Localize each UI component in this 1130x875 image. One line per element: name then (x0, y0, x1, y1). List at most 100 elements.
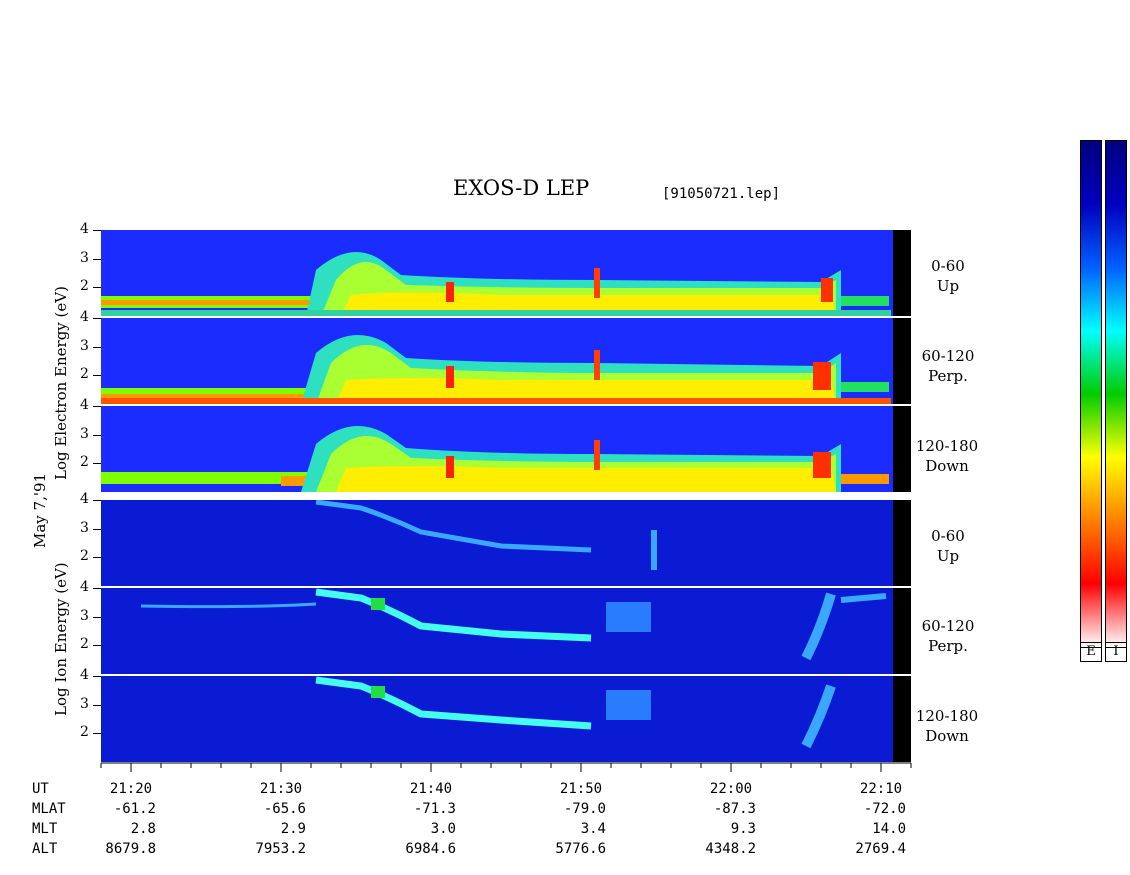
chart-title: EXOS-D LEP (453, 176, 590, 200)
y-tick-label: 3 (80, 337, 89, 354)
orbit-ut-value: 21:20 (109, 781, 153, 797)
y-tick-label: 2 (80, 636, 89, 653)
pitch-label-e-perp: 60-120 Perp. (916, 346, 980, 386)
electron-ylabel: Log Electron Energy (eV) (52, 286, 70, 480)
y-tick (93, 733, 101, 735)
orbit-mlt-value: 3.0 (430, 821, 456, 837)
y-tick (93, 528, 101, 530)
orbit-mlat-value: -65.6 (263, 801, 306, 817)
y-tick-label: 4 (80, 309, 89, 325)
pitch-direction: Down (925, 457, 969, 475)
orbit-alt-value: 4348.2 (705, 841, 756, 857)
data-gap (893, 230, 911, 316)
row-head-ut: UT (32, 781, 49, 797)
y-tick (93, 500, 101, 501)
data-gap (893, 406, 911, 492)
pitch-angle: 60-120 (921, 347, 975, 365)
orbit-alt-value: 2769.4 (855, 841, 906, 857)
orbit-alt-value: 6984.6 (405, 841, 456, 857)
colorbar-electron (1080, 140, 1102, 648)
y-tick (93, 645, 101, 647)
row-head-mlt: MLT (32, 821, 58, 837)
y-tick-label: 4 (80, 579, 89, 595)
y-tick (93, 557, 101, 559)
y-tick (93, 258, 101, 260)
y-tick (93, 588, 101, 589)
colorbar-label-i: I (1105, 642, 1127, 662)
y-tick-label: 2 (80, 548, 89, 565)
colorbar-ion (1105, 140, 1127, 648)
data-gap (893, 588, 911, 674)
y-tick-label: 2 (80, 454, 89, 471)
y-tick (93, 434, 101, 436)
orbit-alt-value: 5776.6 (555, 841, 606, 857)
pitch-direction: Up (936, 277, 960, 295)
y-tick (93, 463, 101, 465)
ion-up-heatmap (315, 500, 657, 570)
orbit-mlat-value: -61.2 (113, 801, 156, 817)
pitch-label-i-down: 120-180 Down (912, 706, 982, 746)
spectrogram-ion-up (101, 500, 911, 586)
spectrogram-ion-perp (101, 588, 911, 674)
colorbar-label-e: E (1080, 642, 1102, 662)
y-tick-label: 4 (80, 491, 89, 507)
orbit-ut-value: 22:10 (859, 781, 903, 797)
pitch-angle: 60-120 (921, 617, 975, 635)
y-tick (93, 704, 101, 706)
time-axis (100, 762, 912, 772)
pitch-label-i-up: 0-60 Up (916, 526, 980, 566)
pitch-direction: Down (925, 727, 969, 745)
y-tick-label: 2 (80, 366, 89, 383)
y-tick-label: 4 (80, 667, 89, 683)
orbit-ut-value: 21:50 (559, 781, 603, 797)
y-tick-label: 3 (80, 607, 89, 624)
y-tick (93, 230, 101, 231)
y-tick (93, 318, 101, 319)
electron-perp-heatmap (101, 335, 891, 404)
pitch-direction: Perp. (928, 637, 968, 655)
orbit-alt-value: 7953.2 (255, 841, 306, 857)
pitch-angle: 120-180 (915, 437, 979, 455)
data-gap (893, 676, 911, 762)
orbit-mlt-value: 2.9 (280, 821, 306, 837)
row-head-alt: ALT (32, 841, 58, 857)
orbit-mlat-value: -79.0 (563, 801, 606, 817)
orbit-ut-value: 21:40 (409, 781, 453, 797)
orbit-mlat-value: -72.0 (863, 801, 906, 817)
pitch-label-e-up: 0-60 Up (916, 256, 980, 296)
spectrogram-electron-up (101, 230, 911, 316)
y-tick (93, 406, 101, 407)
pitch-label-e-down: 120-180 Down (912, 436, 982, 476)
pitch-label-i-perp: 60-120 Perp. (916, 616, 980, 656)
orbit-mlat-value: -71.3 (413, 801, 456, 817)
orbit-ut-value: 22:00 (709, 781, 753, 797)
orbit-mlt-value: 2.8 (130, 821, 156, 837)
row-head-mlat: MLAT (32, 801, 66, 817)
ion-perp-heatmap (140, 588, 887, 661)
spectrogram-ion-down (101, 676, 911, 762)
orbit-ut-value: 21:30 (259, 781, 303, 797)
y-tick-label: 2 (80, 278, 89, 295)
ion-ylabel: Log Ion Energy (eV) (52, 562, 70, 716)
spectrogram-electron-perp (101, 318, 911, 404)
electron-up-heatmap (101, 252, 891, 316)
electron-down-heatmap (101, 426, 889, 492)
orbit-mlat-value: -87.3 (713, 801, 756, 817)
y-tick-label: 3 (80, 425, 89, 442)
ion-down-heatmap (315, 676, 836, 749)
pitch-angle: 0-60 (931, 257, 965, 275)
orbit-alt-value: 8679.8 (105, 841, 156, 857)
pitch-angle: 0-60 (931, 527, 965, 545)
data-gap (893, 318, 911, 404)
y-tick (93, 616, 101, 618)
y-tick (93, 375, 101, 377)
y-tick (93, 676, 101, 677)
y-tick (93, 287, 101, 289)
file-name: [91050721.lep] (662, 186, 781, 202)
y-tick-label: 2 (80, 724, 89, 741)
y-tick-label: 3 (80, 249, 89, 266)
orbit-mlt-value: 9.3 (730, 821, 756, 837)
date-label: May 7,'91 (31, 472, 49, 548)
y-tick (93, 346, 101, 348)
y-tick-label: 3 (80, 519, 89, 536)
